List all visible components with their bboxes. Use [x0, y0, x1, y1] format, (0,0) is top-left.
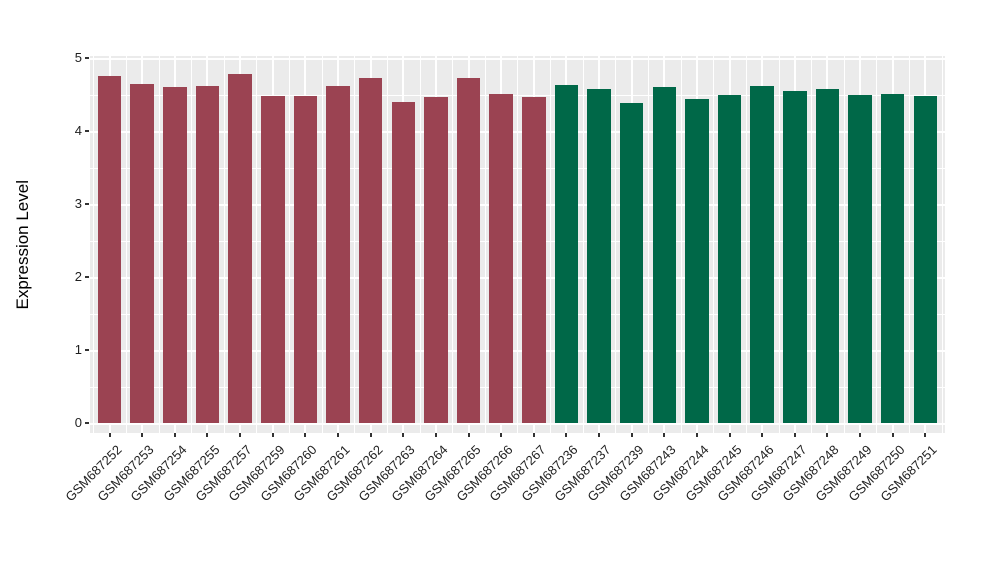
y-tick-mark — [85, 349, 89, 351]
bar-GSM687247 — [783, 90, 807, 423]
x-tick-mark — [239, 433, 242, 437]
bar-GSM687239 — [619, 103, 644, 423]
bar-GSM687264 — [424, 96, 448, 423]
gridline-minor-v — [615, 56, 617, 433]
bar-GSM687250 — [880, 93, 905, 423]
bar-GSM687257 — [228, 74, 252, 423]
x-tick-mark — [108, 433, 111, 437]
gridline-minor-v — [647, 56, 649, 433]
gridline-minor-v — [745, 56, 747, 433]
gridline-minor-v — [484, 56, 486, 433]
gridline-minor-v — [93, 56, 95, 433]
x-tick-mark — [337, 433, 339, 437]
x-tick-mark — [695, 433, 698, 437]
x-tick-mark — [532, 433, 535, 437]
gridline-minor-v — [125, 56, 127, 433]
x-tick-mark — [924, 433, 927, 437]
gridline-minor-v — [419, 56, 421, 433]
bar-GSM687254 — [163, 87, 187, 423]
plot-panel — [90, 56, 945, 433]
gridline-minor-v — [321, 56, 323, 433]
gridline-minor-v — [713, 56, 715, 433]
y-axis-title-wrap: Expression Level — [2, 56, 44, 433]
x-tick-mark — [206, 433, 209, 437]
x-tick-mark — [304, 433, 307, 437]
bar-GSM687262 — [358, 77, 383, 423]
y-tick-label: 1 — [74, 342, 82, 357]
bar-GSM687259 — [261, 95, 285, 423]
y-tick-mark — [85, 57, 89, 59]
gridline-minor-v — [223, 56, 225, 433]
x-tick-mark — [434, 433, 437, 437]
bar-GSM687267 — [522, 97, 546, 423]
bar-GSM687260 — [293, 95, 318, 423]
x-tick-mark — [663, 433, 666, 437]
gridline-minor-v — [191, 56, 193, 433]
bar-GSM687252 — [97, 76, 122, 423]
x-tick-mark — [402, 433, 405, 437]
bar-GSM687245 — [717, 94, 742, 423]
bar-GSM687249 — [848, 95, 872, 423]
bar-GSM687261 — [326, 86, 350, 423]
x-tick-mark — [859, 433, 862, 437]
gridline-minor-v — [876, 56, 878, 433]
x-tick-mark — [173, 433, 176, 437]
x-tick-mark — [761, 433, 764, 437]
gridline-minor-v — [680, 56, 682, 433]
y-tick-label: 0 — [74, 415, 82, 430]
bar-GSM687255 — [195, 85, 220, 423]
gridline-minor-v — [386, 56, 388, 433]
bar-GSM687266 — [489, 93, 513, 423]
gridline-minor-v — [909, 56, 911, 433]
gridline-minor-v — [289, 56, 291, 433]
bar-GSM687263 — [391, 101, 416, 423]
y-tick-mark — [85, 130, 89, 132]
x-tick-mark — [630, 433, 633, 437]
gridline-minor-v — [941, 56, 943, 433]
y-tick-label: 3 — [74, 196, 82, 211]
gridline-minor-v — [811, 56, 813, 433]
bar-GSM687265 — [456, 78, 481, 423]
bar-GSM687251 — [913, 95, 938, 423]
x-tick-mark — [271, 433, 274, 437]
gridline-minor-v — [550, 56, 552, 433]
gridline-minor-v — [452, 56, 454, 433]
x-tick-mark — [141, 433, 144, 437]
y-tick-mark — [85, 203, 89, 205]
gridline-minor-v — [256, 56, 258, 433]
gridline-minor-v — [843, 56, 845, 433]
x-tick-mark — [565, 433, 568, 437]
y-tick-mark — [85, 276, 89, 278]
bar-GSM687243 — [652, 87, 677, 423]
bar-GSM687244 — [685, 98, 709, 423]
bar-GSM687246 — [750, 85, 774, 423]
y-axis-title: Expression Level — [13, 179, 32, 310]
x-tick-mark — [891, 433, 894, 437]
x-tick-mark — [467, 433, 470, 437]
y-tick-label: 5 — [74, 50, 82, 65]
gridline-minor-v — [158, 56, 160, 433]
x-tick-mark — [598, 433, 601, 437]
x-tick-mark — [826, 433, 829, 437]
x-tick-mark — [728, 433, 731, 437]
gridline-minor-v — [354, 56, 356, 433]
y-tick-label: 2 — [74, 269, 82, 284]
x-tick-mark — [793, 433, 796, 437]
x-tick-mark — [369, 433, 372, 437]
bar-GSM687248 — [815, 88, 840, 423]
x-tick-mark — [500, 433, 503, 437]
bar-GSM687253 — [130, 84, 154, 423]
y-tick-label: 4 — [74, 123, 82, 138]
gridline-minor-v — [517, 56, 519, 433]
gridline-minor-v — [778, 56, 780, 433]
bar-GSM687237 — [587, 89, 611, 423]
bar-GSM687236 — [554, 85, 579, 423]
gridline-minor-v — [582, 56, 584, 433]
y-tick-mark — [85, 422, 89, 424]
